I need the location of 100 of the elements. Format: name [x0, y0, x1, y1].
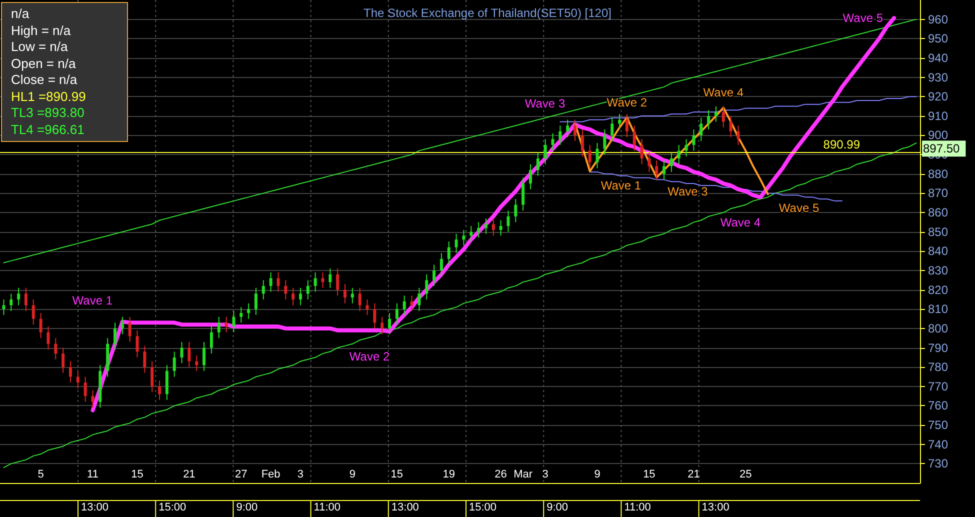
candlestick: [143, 345, 146, 374]
x-tick-label: 25: [740, 468, 752, 480]
x-tick-label: 21: [183, 468, 196, 480]
candlestick: [232, 310, 236, 333]
candlestick: [580, 128, 584, 157]
y-tick-label: 880: [928, 166, 948, 181]
annotation: Close = n/a: [11, 72, 78, 88]
y-tick-label: 730: [928, 456, 948, 471]
candlestick: [418, 287, 421, 312]
text: 13:00: [702, 502, 730, 514]
candlestick: [544, 138, 547, 165]
candlestick: [655, 160, 658, 180]
y-tick-label: 960: [928, 12, 948, 26]
candlestick: [180, 341, 184, 364]
candlestick: [195, 354, 198, 372]
candlestick: [506, 210, 510, 232]
candlestick: [380, 316, 384, 335]
candlestick: [395, 302, 398, 326]
candlestick: [425, 274, 428, 300]
candlestick: [46, 326, 50, 350]
candlestick: [247, 302, 250, 320]
candlestick: [373, 302, 376, 329]
candlestick: [670, 152, 673, 172]
y-tick-label: 770: [928, 379, 948, 394]
candlestick: [477, 222, 480, 238]
candlestick: [24, 287, 28, 312]
y-tick-label: 920: [928, 90, 948, 104]
candlestick: [150, 360, 154, 393]
x-tick-label: 15: [390, 468, 404, 480]
y-tick-label: 950: [928, 32, 948, 46]
candlestick: [648, 152, 651, 172]
x-tick-label: 21: [688, 468, 700, 480]
x-tick-label: 15: [643, 468, 656, 480]
candlestick: [344, 284, 346, 304]
line-series: [3, 142, 917, 468]
text: 15:00: [469, 502, 497, 514]
y-tick-label: 850: [928, 224, 948, 239]
text: The Stock Exchange of Thailand(SET50) [120]: [364, 6, 612, 20]
data-label: Wave 5: [778, 201, 820, 216]
candlestick: [454, 233, 458, 254]
candlestick: [336, 268, 340, 296]
data-label: Wave 1: [600, 178, 642, 192]
text: 11:00: [624, 502, 651, 514]
candlestick: [536, 152, 540, 176]
candlestick: [700, 117, 703, 142]
line-series: [560, 96, 917, 122]
annotation: Open = n/a: [11, 56, 77, 72]
x-tick-label: 5: [38, 468, 44, 480]
candlestick: [254, 287, 258, 316]
candlestick: [596, 142, 599, 169]
data-label: Wave 4: [703, 86, 744, 100]
data-label: Wave 5: [842, 10, 884, 25]
candlestick: [2, 298, 6, 316]
candlestick: [217, 316, 220, 339]
candlestick: [551, 132, 554, 152]
data-label: Wave 3: [668, 184, 708, 198]
candlestick: [158, 380, 162, 400]
annotation: Low = n/a: [11, 39, 69, 56]
candlestick: [91, 390, 94, 408]
candlestick: [328, 268, 332, 288]
candlestick: [269, 272, 272, 292]
candlestick: [224, 316, 228, 333]
candlestick: [188, 341, 191, 368]
candlestick: [314, 272, 317, 292]
candlestick: [10, 293, 13, 312]
candlestick: [574, 119, 576, 142]
text: 15:00: [158, 502, 186, 514]
candlestick: [276, 272, 280, 292]
data-label: Wave 4: [720, 215, 761, 230]
y-tick-label: 760: [928, 398, 948, 413]
candlestick: [722, 106, 725, 128]
candlestick: [306, 280, 310, 300]
candlestick: [677, 144, 680, 165]
candlestick: [499, 220, 502, 236]
candlestick: [618, 113, 622, 130]
candlestick: [484, 218, 488, 234]
y-tick-label: 750: [928, 418, 948, 432]
annotation: TL4 =966.61: [11, 122, 86, 138]
x-tick-label: 3: [542, 468, 548, 480]
annotation: High = n/a: [11, 22, 72, 39]
candlestick: [410, 295, 414, 312]
candlestick: [114, 322, 116, 350]
candlestick: [736, 125, 740, 146]
x-tick-label: 19: [442, 468, 455, 480]
candlestick: [610, 117, 614, 142]
candlestick: [692, 128, 696, 152]
candlestick: [402, 295, 406, 316]
y-tick-label: 870: [928, 186, 948, 200]
candlestick: [62, 347, 65, 374]
y-tick-label: 780: [928, 360, 948, 374]
text: 897.50: [923, 142, 960, 156]
candlestick: [210, 326, 213, 354]
candlestick: [707, 110, 710, 130]
text: 9:00: [546, 502, 568, 514]
candlestick: [603, 128, 606, 156]
candlestick: [588, 144, 592, 169]
y-tick-label: 860: [928, 206, 948, 220]
text: 9:00: [236, 502, 258, 514]
candlestick: [358, 287, 362, 312]
y-tick-label: 940: [928, 50, 948, 65]
